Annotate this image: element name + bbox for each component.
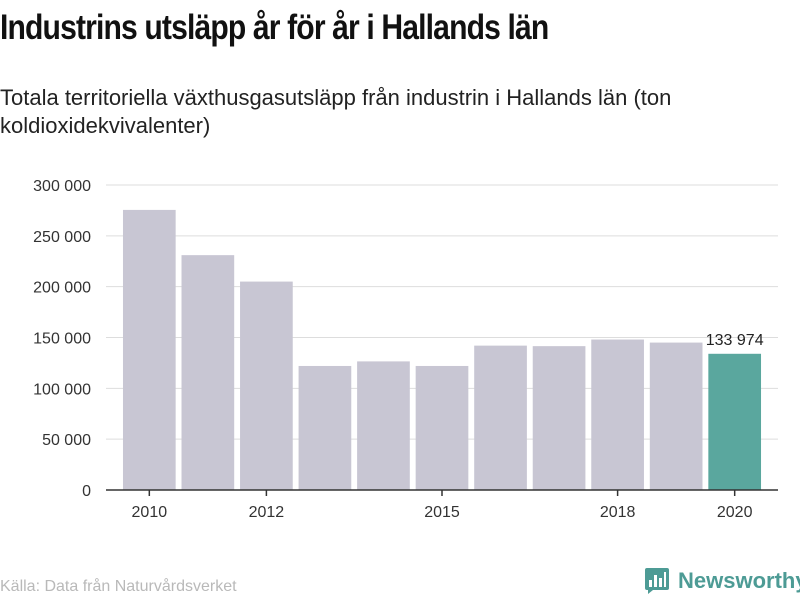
x-tick-label: 2020 bbox=[717, 504, 753, 521]
bar-highlight bbox=[708, 353, 762, 490]
y-tick-label: 100 000 bbox=[33, 381, 91, 398]
bar bbox=[591, 339, 644, 490]
bar bbox=[415, 365, 469, 490]
y-tick-label: 50 000 bbox=[42, 432, 91, 449]
bar bbox=[122, 209, 176, 491]
bars bbox=[122, 209, 762, 491]
source-note: Källa: Data från Naturvårdsverket bbox=[0, 578, 237, 595]
bar bbox=[474, 345, 527, 490]
data-labels: 133 974 bbox=[706, 332, 764, 349]
x-tick-label: 2018 bbox=[600, 504, 636, 521]
newsworthy-logo-icon bbox=[645, 568, 669, 594]
bar bbox=[181, 255, 235, 490]
y-tick-label: 150 000 bbox=[33, 331, 91, 348]
chart-subtitle: Totala territoriella växthusgasutsläpp f… bbox=[0, 85, 672, 138]
x-tick-label: 2015 bbox=[424, 504, 460, 521]
y-tick-label: 200 000 bbox=[33, 280, 91, 297]
y-tick-label: 0 bbox=[82, 483, 91, 500]
brand-logo[interactable]: Newsworthy bbox=[645, 568, 800, 594]
bar-chart: 0 50 000 100 000 150 000 200 000 250 000 300 0… bbox=[33, 178, 778, 521]
y-tick-label: 250 000 bbox=[33, 229, 91, 246]
y-axis-ticks: 0 50 000 100 000 150 000 200 000 250 000 300 0… bbox=[33, 178, 91, 500]
brand-name: Newsworthy bbox=[678, 568, 800, 593]
bar bbox=[532, 346, 586, 490]
data-label: 133 974 bbox=[706, 332, 764, 349]
x-axis-ticks: 2010 2012 2015 2018 2020 bbox=[132, 490, 753, 521]
bar bbox=[298, 365, 352, 490]
x-tick-label: 2010 bbox=[132, 504, 168, 521]
chart-title: Industrins utsläpp år för år i Hallands … bbox=[0, 8, 549, 47]
bar bbox=[357, 361, 410, 490]
x-tick-label: 2012 bbox=[249, 504, 285, 521]
bar bbox=[649, 342, 703, 490]
bar bbox=[240, 281, 293, 490]
y-tick-label: 300 000 bbox=[33, 178, 91, 195]
